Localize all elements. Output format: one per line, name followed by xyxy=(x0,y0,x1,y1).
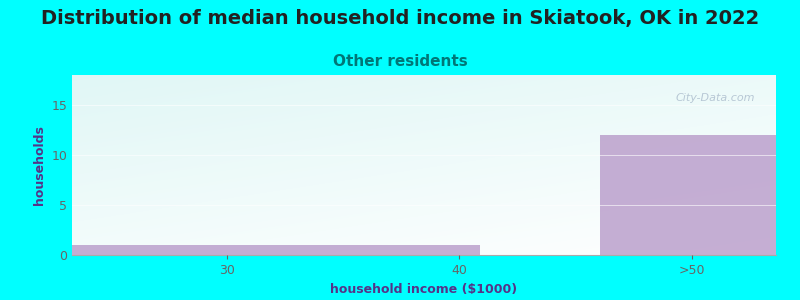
Y-axis label: households: households xyxy=(33,125,46,205)
Text: City-Data.com: City-Data.com xyxy=(675,93,755,103)
Bar xyxy=(600,135,776,255)
Text: Other residents: Other residents xyxy=(333,54,467,69)
Bar xyxy=(72,245,480,255)
Text: Distribution of median household income in Skiatook, OK in 2022: Distribution of median household income … xyxy=(41,9,759,28)
X-axis label: household income ($1000): household income ($1000) xyxy=(330,283,518,296)
